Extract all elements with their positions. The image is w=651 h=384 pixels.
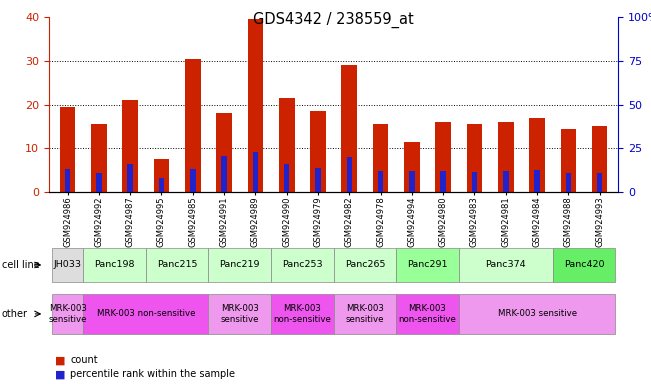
Bar bbox=[566, 173, 571, 192]
Bar bbox=[159, 178, 164, 192]
Text: JH033: JH033 bbox=[53, 260, 81, 270]
Bar bbox=[221, 156, 227, 192]
Bar bbox=[597, 173, 602, 192]
Bar bbox=[91, 124, 107, 192]
Bar bbox=[373, 124, 389, 192]
Text: MRK-003
sensitive: MRK-003 sensitive bbox=[346, 304, 384, 324]
Text: cell line: cell line bbox=[2, 260, 40, 270]
Bar bbox=[378, 171, 383, 192]
Bar bbox=[441, 171, 446, 192]
Bar bbox=[96, 173, 102, 192]
Bar bbox=[315, 167, 321, 192]
Text: MRK-003
sensitive: MRK-003 sensitive bbox=[221, 304, 259, 324]
Bar bbox=[60, 107, 76, 192]
Bar bbox=[467, 124, 482, 192]
Bar bbox=[154, 159, 169, 192]
Text: ■: ■ bbox=[55, 369, 66, 379]
Bar bbox=[128, 164, 133, 192]
Text: MRK-003
sensitive: MRK-003 sensitive bbox=[48, 304, 87, 324]
Bar bbox=[65, 169, 70, 192]
Bar bbox=[216, 113, 232, 192]
Bar bbox=[498, 122, 514, 192]
Bar bbox=[346, 157, 352, 192]
Bar bbox=[253, 152, 258, 192]
Bar bbox=[404, 142, 420, 192]
Bar bbox=[342, 65, 357, 192]
Text: Panc420: Panc420 bbox=[564, 260, 604, 270]
Text: Panc265: Panc265 bbox=[344, 260, 385, 270]
Text: GDS4342 / 238559_at: GDS4342 / 238559_at bbox=[253, 12, 414, 28]
Text: count: count bbox=[70, 355, 98, 365]
Bar bbox=[190, 169, 195, 192]
Text: Panc219: Panc219 bbox=[219, 260, 260, 270]
Bar bbox=[592, 126, 607, 192]
Text: Panc198: Panc198 bbox=[94, 260, 135, 270]
Bar bbox=[185, 59, 201, 192]
Text: Panc374: Panc374 bbox=[486, 260, 526, 270]
Text: Panc253: Panc253 bbox=[282, 260, 323, 270]
Bar bbox=[409, 171, 415, 192]
Bar bbox=[247, 20, 263, 192]
Bar bbox=[561, 129, 576, 192]
Text: Panc291: Panc291 bbox=[408, 260, 448, 270]
Text: MRK-003
non-sensitive: MRK-003 non-sensitive bbox=[273, 304, 331, 324]
Bar bbox=[279, 98, 294, 192]
Bar bbox=[529, 118, 545, 192]
Bar bbox=[122, 100, 138, 192]
Text: ■: ■ bbox=[55, 355, 66, 365]
Bar bbox=[310, 111, 326, 192]
Text: percentile rank within the sample: percentile rank within the sample bbox=[70, 369, 235, 379]
Bar bbox=[436, 122, 451, 192]
Text: other: other bbox=[2, 309, 28, 319]
Text: MRK-003 non-sensitive: MRK-003 non-sensitive bbox=[96, 310, 195, 318]
Text: Panc215: Panc215 bbox=[157, 260, 197, 270]
Text: MRK-003
non-sensitive: MRK-003 non-sensitive bbox=[398, 304, 456, 324]
Bar bbox=[472, 172, 477, 192]
Bar bbox=[534, 170, 540, 192]
Text: MRK-003 sensitive: MRK-003 sensitive bbox=[497, 310, 577, 318]
Bar bbox=[503, 171, 508, 192]
Bar bbox=[284, 164, 290, 192]
